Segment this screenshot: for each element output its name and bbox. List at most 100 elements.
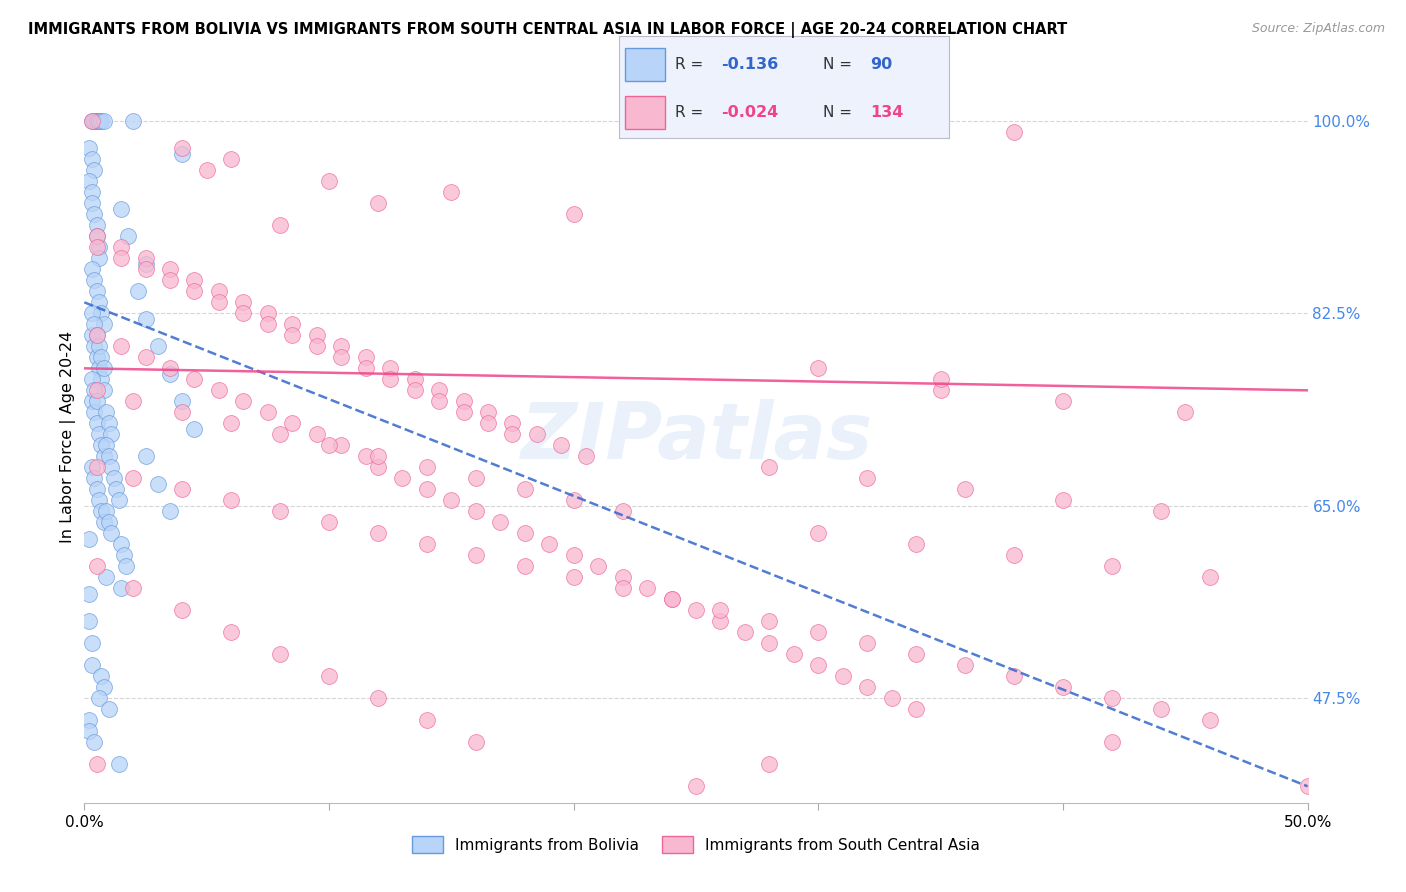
Point bbox=[83, 471, 105, 485]
Point bbox=[83, 163, 105, 178]
Point bbox=[159, 504, 181, 518]
Point bbox=[93, 361, 115, 376]
Point bbox=[107, 757, 129, 772]
Point bbox=[1174, 405, 1197, 419]
Point bbox=[208, 384, 231, 398]
Point bbox=[305, 339, 328, 353]
Point bbox=[83, 384, 105, 398]
Point bbox=[391, 471, 413, 485]
Point bbox=[159, 262, 181, 277]
Text: R =: R = bbox=[675, 57, 709, 72]
Point bbox=[464, 549, 486, 563]
Point bbox=[80, 113, 103, 128]
Point bbox=[1198, 714, 1220, 728]
Point bbox=[1101, 691, 1123, 706]
Point bbox=[115, 559, 138, 574]
Point bbox=[367, 460, 389, 475]
Point bbox=[367, 196, 389, 211]
Point bbox=[636, 582, 658, 596]
Point bbox=[526, 427, 548, 442]
Point bbox=[172, 483, 194, 497]
Point bbox=[269, 219, 291, 233]
Point bbox=[195, 163, 218, 178]
Point bbox=[122, 471, 145, 485]
Point bbox=[856, 471, 879, 485]
Point bbox=[257, 318, 280, 332]
Point bbox=[305, 427, 328, 442]
Point bbox=[318, 669, 340, 683]
Point bbox=[86, 229, 108, 244]
Point bbox=[159, 367, 181, 381]
Point bbox=[87, 252, 110, 266]
Point bbox=[77, 174, 100, 188]
Point bbox=[135, 311, 157, 326]
Point bbox=[208, 285, 231, 299]
Point bbox=[354, 351, 377, 365]
Point bbox=[159, 361, 181, 376]
Point bbox=[86, 417, 108, 431]
Point bbox=[77, 615, 100, 629]
Point bbox=[453, 394, 475, 409]
Point bbox=[80, 153, 103, 167]
Point bbox=[929, 384, 952, 398]
Point bbox=[96, 438, 118, 452]
Point bbox=[77, 532, 100, 546]
Point bbox=[354, 361, 377, 376]
Point bbox=[758, 460, 780, 475]
Point bbox=[513, 526, 536, 541]
Point bbox=[87, 113, 110, 128]
Point bbox=[880, 691, 903, 706]
Point bbox=[83, 207, 105, 221]
Point bbox=[330, 339, 353, 353]
Point bbox=[367, 526, 389, 541]
Point bbox=[380, 372, 402, 386]
Point bbox=[93, 384, 115, 398]
Point bbox=[86, 328, 108, 343]
Point bbox=[97, 417, 120, 431]
Point bbox=[856, 681, 879, 695]
Point bbox=[77, 714, 100, 728]
Point bbox=[107, 493, 129, 508]
Point bbox=[86, 113, 108, 128]
Point bbox=[105, 483, 128, 497]
Point bbox=[93, 681, 115, 695]
Point bbox=[86, 285, 108, 299]
Point bbox=[100, 427, 122, 442]
Point bbox=[354, 450, 377, 464]
Point bbox=[612, 570, 634, 584]
Point bbox=[172, 146, 194, 161]
Point bbox=[96, 504, 118, 518]
Point bbox=[87, 493, 110, 508]
Point bbox=[734, 625, 756, 640]
Point bbox=[416, 714, 439, 728]
Point bbox=[502, 417, 524, 431]
Point bbox=[90, 351, 112, 365]
Point bbox=[110, 252, 132, 266]
Point bbox=[80, 113, 103, 128]
Point bbox=[87, 361, 110, 376]
Point bbox=[87, 240, 110, 254]
Point bbox=[685, 780, 707, 794]
Point bbox=[83, 113, 105, 128]
Point bbox=[97, 702, 120, 716]
Point bbox=[86, 384, 108, 398]
Point bbox=[127, 285, 149, 299]
Point bbox=[219, 493, 242, 508]
Point bbox=[929, 372, 952, 386]
Point bbox=[416, 483, 439, 497]
Point bbox=[464, 471, 486, 485]
Point bbox=[183, 372, 205, 386]
Point bbox=[281, 328, 304, 343]
Text: N =: N = bbox=[824, 105, 858, 120]
Point bbox=[1052, 681, 1074, 695]
Point bbox=[90, 438, 112, 452]
Point bbox=[464, 735, 486, 749]
Point bbox=[110, 339, 132, 353]
Point bbox=[103, 471, 125, 485]
Text: IMMIGRANTS FROM BOLIVIA VS IMMIGRANTS FROM SOUTH CENTRAL ASIA IN LABOR FORCE | A: IMMIGRANTS FROM BOLIVIA VS IMMIGRANTS FR… bbox=[28, 22, 1067, 38]
Point bbox=[513, 559, 536, 574]
Point bbox=[709, 615, 731, 629]
Point bbox=[135, 450, 157, 464]
Point bbox=[110, 537, 132, 551]
Point bbox=[87, 427, 110, 442]
